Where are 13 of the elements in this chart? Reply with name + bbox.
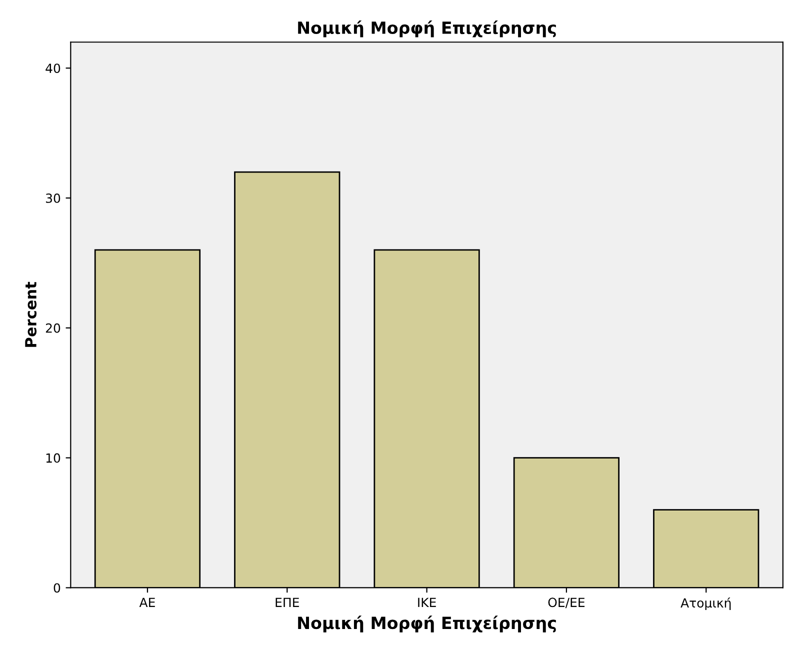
- x-tick-label: Ατομική: [680, 597, 731, 610]
- y-tick-label: 20: [46, 323, 60, 333]
- x-tick-label: ΙΚΕ: [418, 598, 436, 607]
- y-tick-label: 30: [46, 193, 60, 203]
- x-tick-label: ΟΕ/ΕΕ: [548, 598, 585, 608]
- y-tick-label: 10: [46, 453, 60, 463]
- y-axis-title: Percent: [25, 282, 37, 347]
- chart-title: Νομική Μορφή Επιχείρησης: [298, 20, 556, 38]
- x-tick-label: ΑΕ: [139, 598, 155, 607]
- x-axis-title: Νομική Μορφή Επιχείρησης: [298, 616, 556, 632]
- y-tick-label: 40: [46, 64, 60, 74]
- y-tick-label: 0: [54, 583, 60, 593]
- x-tick-label: ΕΠΕ: [276, 598, 299, 607]
